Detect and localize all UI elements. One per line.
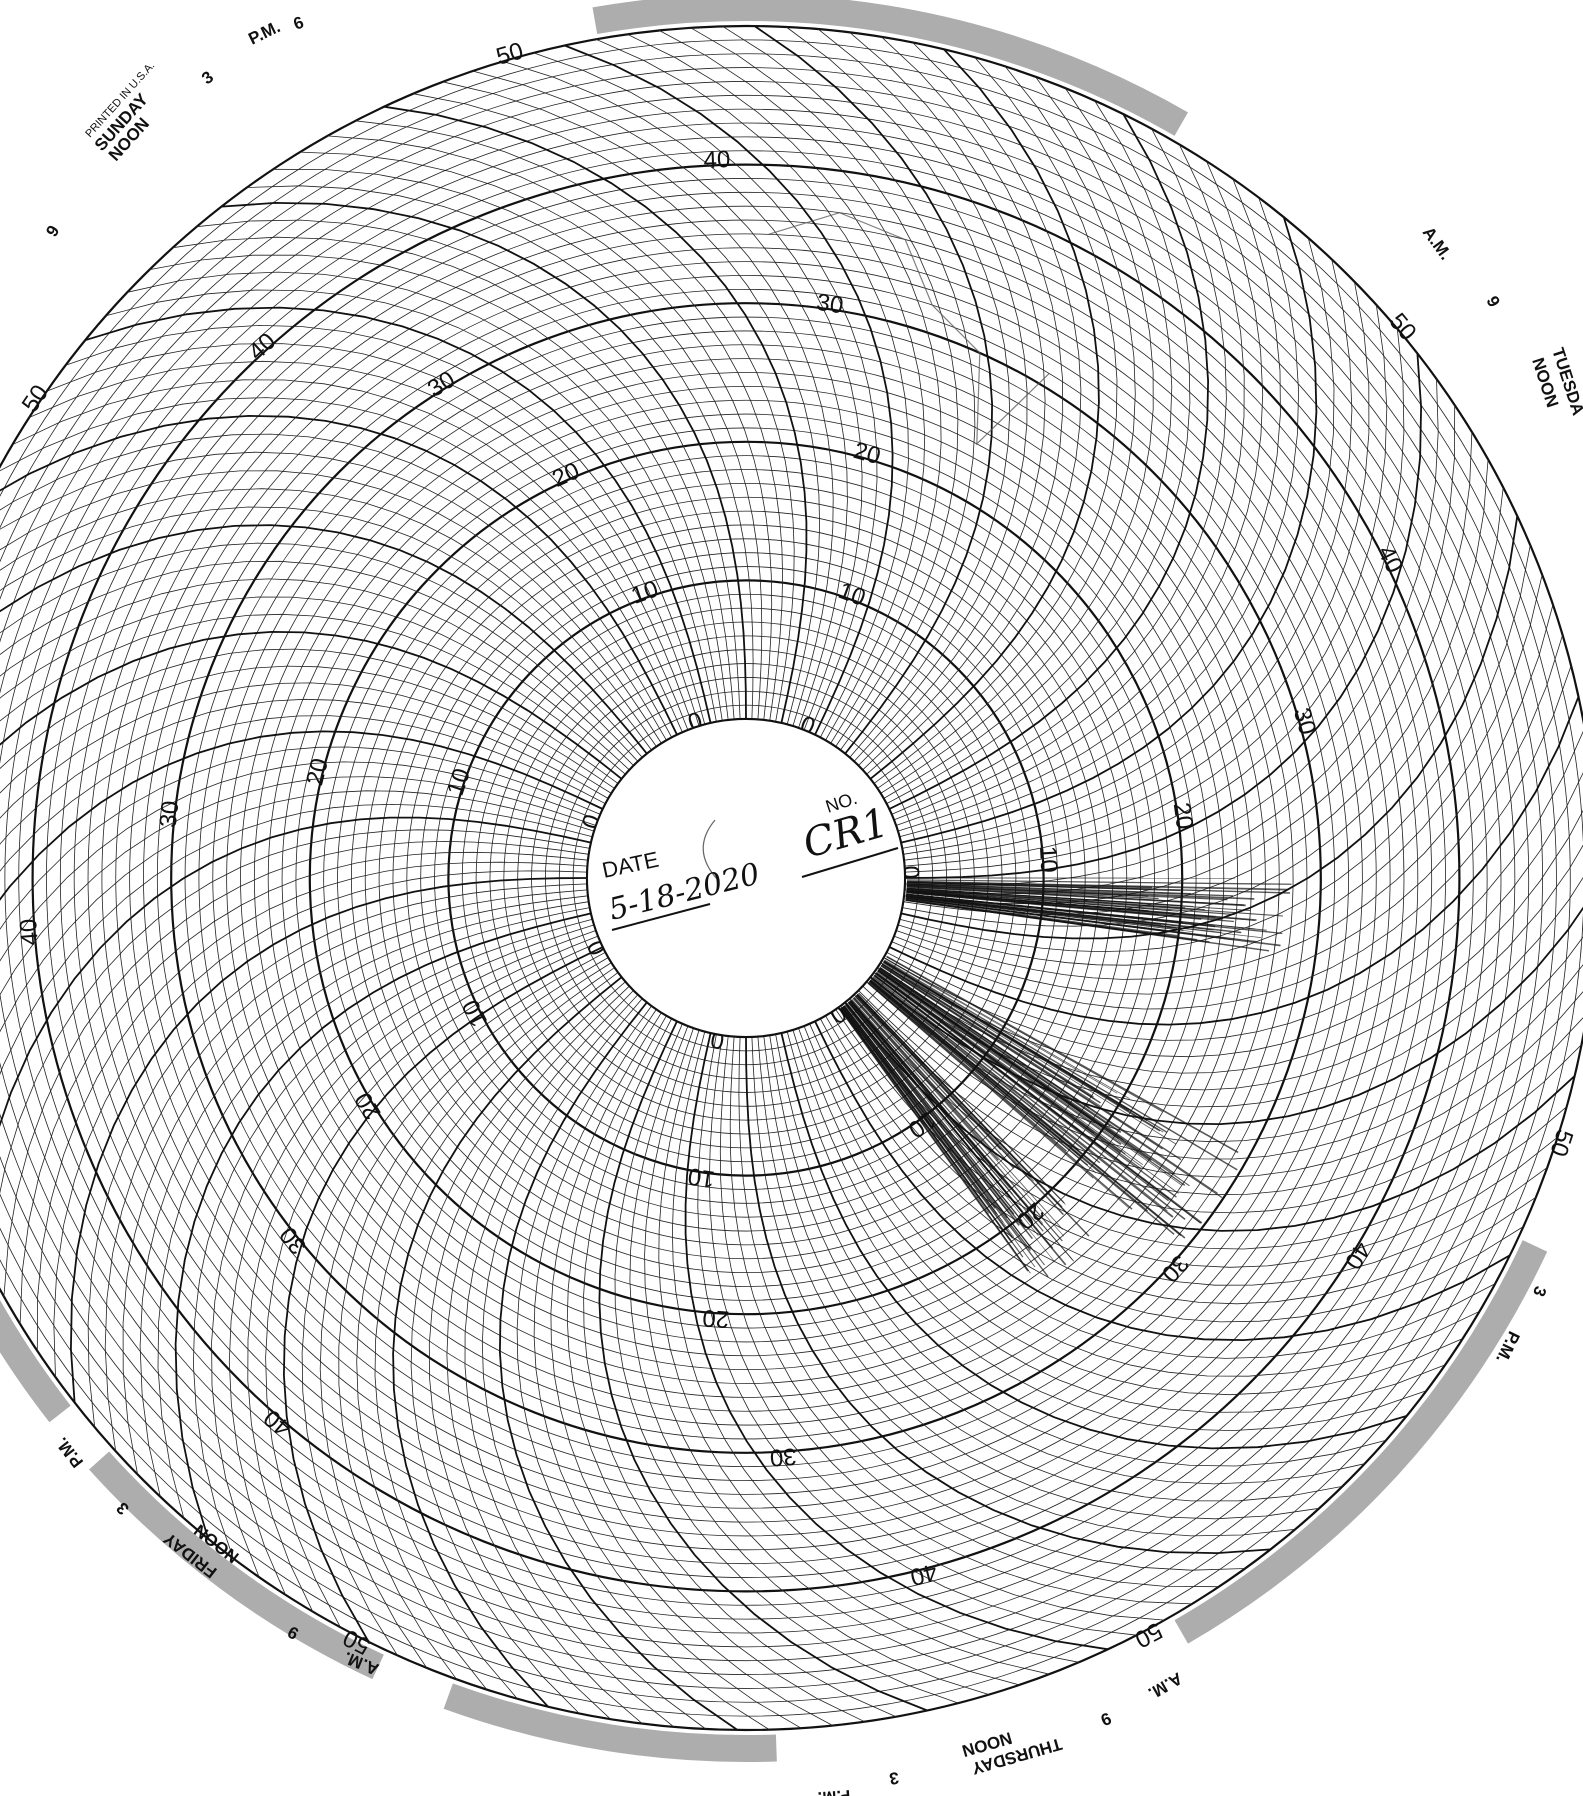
time-line: [776, 1034, 1387, 1466]
tuesday-nine-label: 9: [1482, 293, 1503, 310]
scale-tick-label: 50: [17, 380, 54, 417]
scale-tick-label: 40: [15, 918, 44, 947]
time-line: [106, 290, 717, 722]
time-line: [355, 121, 794, 722]
time-line: [158, 908, 590, 1519]
pen-trace: [769, 213, 1050, 444]
thursday-pm-label: P.M.: [817, 1786, 851, 1796]
sunday-six-label: 6: [291, 13, 306, 34]
scale-tick-label: 10: [835, 577, 869, 612]
time-line: [874, 57, 1117, 783]
time-line: [0, 762, 598, 1121]
scale-tick-label: 30: [1288, 705, 1321, 738]
time-line: [0, 716, 605, 1028]
time-line: [892, 129, 1227, 815]
scale-tick-label: 10: [686, 1162, 716, 1193]
ink-stroke: [880, 968, 1218, 1194]
major-time-line: [889, 114, 1208, 809]
rim-band: [1175, 1240, 1548, 1643]
scale-tick-label: 40: [703, 146, 731, 174]
ink-stroke: [884, 961, 1147, 1120]
scale-tick-label: 10: [1034, 845, 1063, 873]
time-line: [902, 238, 1334, 849]
time-line: [904, 282, 1369, 861]
major-time-line: [284, 947, 603, 1642]
time-line: [900, 198, 1299, 837]
time-line: [0, 471, 661, 744]
thursday-am-label: A.M.: [1145, 1669, 1186, 1703]
scale-tick-label: 20: [1168, 801, 1198, 831]
time-line: [150, 255, 729, 720]
time-line: [375, 972, 618, 1698]
time-line: [193, 919, 592, 1558]
scale-tick-label: 50: [1544, 1126, 1578, 1160]
scale-tick-label: 30: [815, 289, 845, 320]
tuesday-am-label: A.M.: [1419, 223, 1455, 263]
sunday-nine-label: 9: [42, 222, 63, 240]
time-line: [659, 30, 941, 743]
pen-trace-line: [769, 213, 1050, 444]
time-line: [0, 579, 634, 774]
time-line: [551, 1013, 833, 1726]
time-line: [723, 26, 975, 750]
time-line: [66, 325, 705, 724]
sunday-three-label: 3: [198, 67, 217, 88]
time-line: [197, 220, 740, 719]
ink-stroke: [843, 1006, 1048, 1276]
time-line: [88, 884, 587, 1427]
ink-stroke: [845, 1005, 1009, 1214]
scale-tick-label: 10: [442, 765, 476, 799]
scale-tick-label: 20: [301, 756, 334, 788]
scale-tick-label: 20: [850, 437, 883, 470]
scale-tick-label: 50: [493, 37, 526, 70]
time-line: [787, 1032, 1426, 1431]
time-line: [902, 487, 1503, 926]
thursday-nine-label: 9: [1098, 1708, 1114, 1729]
scale-tick-label: 10: [628, 575, 662, 609]
scale-tick-label: 30: [769, 1442, 797, 1471]
thursday-three-label: 3: [888, 1768, 900, 1788]
rim-band: [89, 1451, 384, 1679]
right-three-label: 3: [1529, 1284, 1550, 1299]
time-line: [905, 329, 1404, 872]
scale-tick-label: 40: [1339, 1237, 1376, 1274]
time-line: [517, 1006, 769, 1730]
time-line: [123, 896, 588, 1475]
time-line: [0, 614, 626, 837]
friday-pm-label: P.M.: [52, 1434, 87, 1472]
time-line: [266, 942, 601, 1628]
scale-tick-label: 30: [155, 799, 185, 829]
scale-tick-label: 20: [702, 1304, 730, 1333]
scale-tick-label: 30: [423, 366, 460, 403]
sunday-pm-label: P.M.: [245, 17, 283, 48]
